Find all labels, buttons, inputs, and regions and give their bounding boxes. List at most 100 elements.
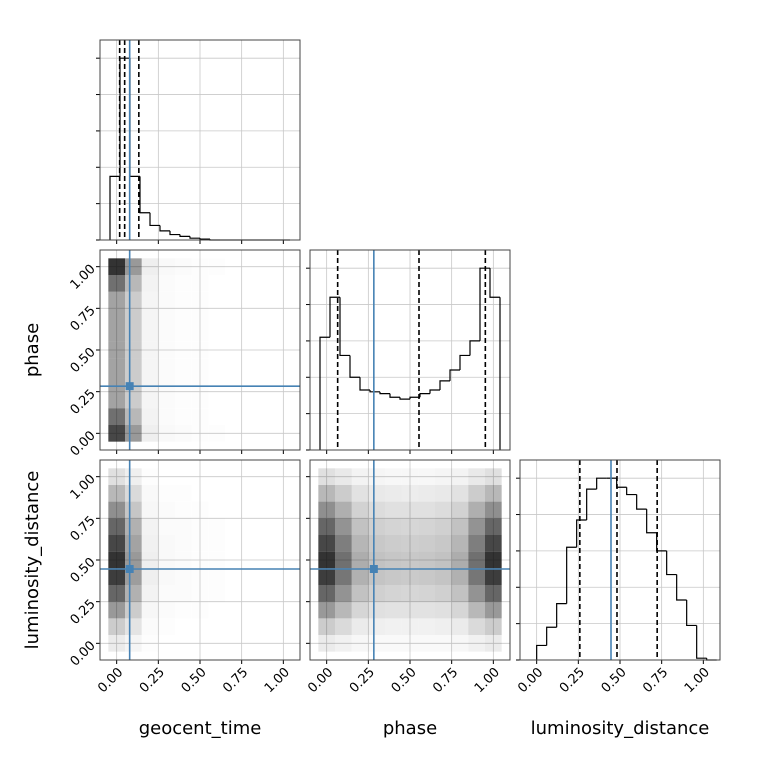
- density-cell: [385, 518, 402, 535]
- density-cell: [351, 618, 369, 635]
- y-tick-label: 0.25: [68, 597, 99, 628]
- density-cell: [208, 468, 225, 485]
- density-cell: [225, 308, 242, 325]
- histogram-bin: [626, 487, 637, 496]
- x-tick-label: 0.00: [305, 665, 336, 696]
- density-cell: [275, 585, 292, 602]
- density-cell: [385, 485, 402, 502]
- density-cell: [451, 535, 469, 552]
- y-axis-label: phase: [22, 323, 43, 377]
- density-cell: [275, 292, 292, 309]
- density-cell: [318, 635, 335, 652]
- density-cell: [208, 275, 225, 292]
- density-cell: [142, 635, 159, 652]
- density-cell: [158, 568, 175, 585]
- density-cell: [125, 275, 142, 292]
- density-cell: [368, 635, 385, 652]
- density-cell: [108, 391, 125, 409]
- density-cell: [468, 568, 485, 585]
- density-cell: [141, 518, 159, 535]
- density-cell: [468, 585, 485, 602]
- density-cell: [108, 618, 125, 635]
- density-cell: [485, 535, 502, 552]
- density-cell: [141, 275, 159, 292]
- histogram-bin: [429, 389, 440, 394]
- density-cell: [192, 408, 209, 425]
- density-cell: [208, 602, 225, 619]
- histogram-bin: [319, 336, 330, 450]
- density-cell: [275, 275, 292, 292]
- density-cell: [351, 518, 369, 535]
- truth-marker: [369, 565, 378, 573]
- histogram-bin: [199, 238, 210, 240]
- x-tick-label: 1.00: [262, 665, 293, 696]
- density-cell: [435, 635, 452, 652]
- density-cell: [125, 425, 142, 442]
- density-cell: [275, 258, 292, 275]
- density-cell: [208, 485, 225, 502]
- density-cell: [335, 585, 352, 602]
- density-cell: [242, 358, 259, 375]
- density-cell: [275, 518, 292, 535]
- histogram-bin: [696, 625, 707, 659]
- histogram-bin: [469, 340, 480, 356]
- density-cell: [108, 341, 125, 359]
- density-cell: [451, 468, 469, 485]
- density-cell: [258, 425, 275, 442]
- density-cell: [208, 618, 225, 635]
- density-cell: [192, 602, 209, 619]
- density-cell: [242, 308, 259, 325]
- density-cell: [141, 375, 159, 392]
- density-cell: [225, 502, 242, 519]
- density-cell: [242, 635, 259, 652]
- density-cell: [368, 551, 385, 569]
- panel-frame: [309, 459, 511, 661]
- density-cell: [225, 618, 242, 635]
- density-cell: [192, 292, 209, 309]
- density-cell: [468, 485, 485, 502]
- density-cell: [158, 325, 175, 342]
- density-cell: [258, 635, 275, 652]
- density-cell: [258, 258, 275, 275]
- density-cell: [158, 535, 175, 552]
- density-cell: [351, 568, 369, 585]
- histogram-bin: [596, 477, 607, 490]
- density-cell: [208, 408, 225, 425]
- density-cell: [351, 485, 369, 502]
- density-cell: [158, 342, 175, 359]
- histogram-bin: [536, 644, 547, 660]
- density-cell: [125, 258, 142, 275]
- density-cell: [142, 468, 159, 485]
- density-cell: [225, 535, 242, 552]
- density-cell: [141, 425, 159, 442]
- density-cell: [385, 468, 402, 485]
- density-cell: [485, 485, 502, 502]
- density-cell: [192, 518, 209, 535]
- density-cell: [258, 308, 275, 325]
- density-cell: [318, 518, 335, 535]
- density-cell: [335, 485, 352, 502]
- x-tick-label: 0.50: [389, 665, 420, 696]
- density-cell: [108, 325, 125, 342]
- density-cell: [225, 602, 242, 619]
- x-axis-label: luminosity_distance: [531, 718, 710, 739]
- density-cell: [318, 501, 335, 519]
- density-cell: [275, 618, 292, 635]
- panel-frame: [309, 249, 511, 451]
- density-cell: [208, 358, 225, 375]
- density-cell: [485, 618, 502, 635]
- density-cell: [125, 518, 142, 535]
- density-cell: [142, 502, 159, 519]
- density-cell: [208, 342, 225, 359]
- density-cell: [192, 258, 209, 275]
- density-cell: [158, 358, 175, 375]
- density-cell: [418, 501, 435, 519]
- density-cell: [385, 635, 402, 652]
- density-cell: [208, 292, 225, 309]
- density-cell: [225, 485, 242, 502]
- density-cell: [108, 601, 125, 619]
- density-cell: [318, 585, 335, 602]
- density-cell: [108, 275, 125, 292]
- density-cell: [208, 518, 225, 535]
- density-cell: [485, 601, 502, 619]
